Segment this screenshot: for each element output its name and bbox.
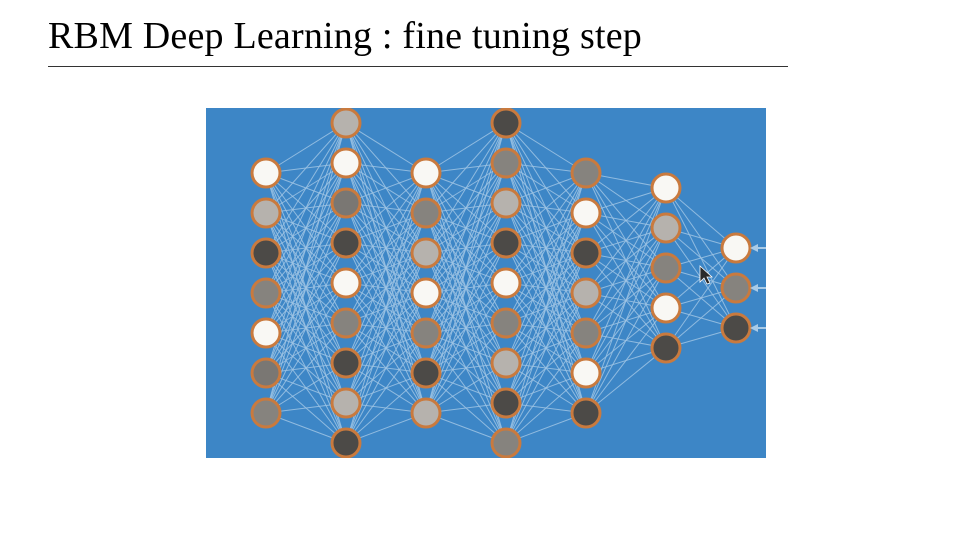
page-title: RBM Deep Learning : fine tuning step	[48, 14, 642, 58]
output-arrows	[750, 244, 766, 332]
title-underline	[48, 66, 788, 67]
network-diagram	[206, 108, 766, 458]
network-svg	[206, 108, 766, 458]
slide: RBM Deep Learning : fine tuning step	[0, 0, 960, 540]
